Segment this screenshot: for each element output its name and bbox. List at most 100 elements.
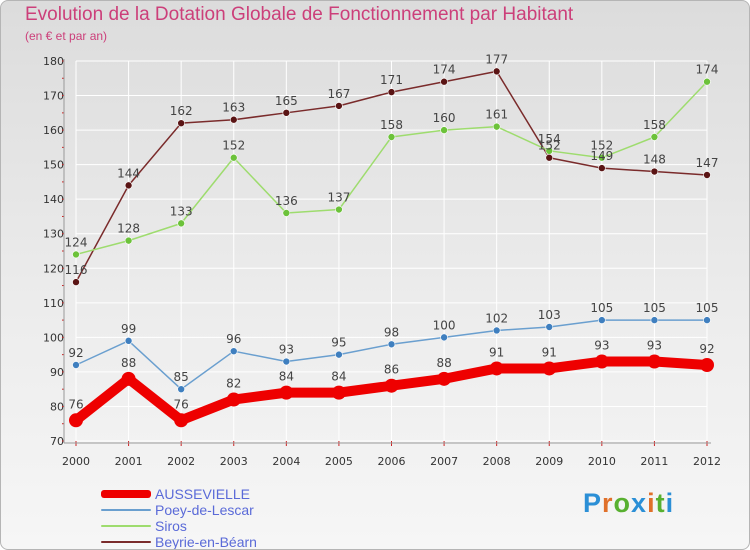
data-point [650, 167, 659, 176]
data-point [69, 413, 83, 428]
data-label: 149 [590, 149, 613, 163]
data-point [489, 361, 504, 376]
y-tick-label: 170 [43, 90, 64, 103]
data-label: 160 [433, 111, 456, 125]
data-label: 92 [699, 342, 714, 356]
data-label: 88 [436, 356, 451, 370]
legend-item: Siros [101, 518, 257, 534]
data-label: 177 [485, 52, 508, 66]
data-label: 174 [433, 63, 456, 77]
data-label: 152 [222, 139, 245, 153]
legend-item: Beyrie-en-Béarn [101, 534, 257, 550]
data-point [177, 119, 185, 127]
data-point [384, 378, 399, 393]
data-point [440, 126, 448, 134]
logo-letter: P [583, 488, 603, 518]
data-point [647, 354, 662, 369]
data-label: 95 [331, 336, 346, 350]
data-label: 152 [538, 139, 561, 153]
data-point [387, 133, 396, 141]
x-tick-label: 2003 [220, 455, 248, 468]
data-point [72, 278, 80, 286]
data-point [387, 88, 396, 96]
x-tick-label: 2012 [693, 455, 721, 468]
y-tick-label: 130 [43, 228, 64, 241]
data-label: 158 [643, 118, 666, 132]
data-label: 105 [590, 301, 613, 315]
data-point [177, 219, 185, 228]
legend-label: Poey-de-Lescar [155, 502, 254, 518]
logo-letter: i [665, 488, 675, 518]
data-point [174, 413, 189, 428]
data-point [700, 358, 714, 372]
legend-item: AUSSEVIELLE [101, 486, 257, 502]
x-tick-label: 2005 [325, 455, 353, 468]
data-point [177, 385, 185, 393]
data-point [387, 340, 396, 349]
data-label: 91 [489, 345, 504, 359]
data-label: 174 [696, 63, 719, 77]
y-tick-label: 90 [50, 366, 64, 379]
data-point [437, 371, 452, 386]
y-tick-label: 110 [43, 297, 64, 310]
x-tick-label: 2007 [430, 455, 458, 468]
data-point [545, 323, 554, 331]
legend-label: Beyrie-en-Béarn [155, 534, 257, 550]
data-label: 167 [327, 87, 350, 101]
x-tick-label: 2008 [483, 455, 511, 468]
data-point [492, 326, 501, 335]
y-tick-label: 180 [43, 55, 64, 68]
chart-title: Evolution de la Dotation Globale de Fonc… [25, 4, 574, 25]
logo-letter: r [602, 488, 614, 518]
data-label: 85 [174, 370, 189, 384]
x-tick-label: 2006 [378, 455, 406, 468]
data-point [542, 361, 557, 376]
data-label: 76 [68, 397, 83, 411]
data-label: 103 [538, 308, 561, 322]
data-point [703, 171, 711, 179]
x-tick-label: 2000 [62, 455, 90, 468]
data-label: 102 [485, 311, 508, 325]
data-label: 99 [121, 322, 136, 336]
chart-subtitle: (en € et par an) [25, 29, 108, 43]
data-label: 93 [279, 343, 294, 357]
data-point [282, 109, 291, 117]
data-label: 84 [331, 370, 346, 384]
data-label: 154 [538, 132, 561, 146]
data-label: 98 [384, 325, 399, 339]
data-label: 136 [275, 194, 298, 208]
data-label: 147 [696, 156, 719, 170]
legend-swatch [101, 490, 151, 498]
data-point [282, 357, 291, 366]
data-label: 91 [542, 345, 557, 359]
logo-letter: i [647, 488, 656, 518]
data-label: 105 [643, 301, 666, 315]
data-point [650, 316, 659, 324]
data-point [598, 164, 606, 172]
legend: AUSSEVIELLE Poey-de-Lescar Siros Beyrie-en-… [101, 486, 257, 550]
data-point [335, 350, 343, 359]
data-label: 93 [594, 339, 609, 353]
data-point [492, 67, 501, 76]
axes: 70 80 90 100 110 120 130 140 150 160 170 180 2000 200… [43, 55, 721, 468]
x-tick-label: 2001 [115, 455, 143, 468]
logo-letter: x [631, 488, 648, 518]
data-point [121, 371, 136, 386]
data-label: 128 [117, 222, 140, 236]
y-tick-label: 150 [43, 159, 64, 172]
data-point [335, 205, 343, 214]
data-label: 133 [170, 204, 193, 218]
data-label: 100 [433, 318, 456, 332]
data-label: 96 [226, 332, 241, 346]
data-point [440, 333, 448, 342]
legend-label: AUSSEVIELLE [155, 486, 250, 502]
proxiti-logo: Proxiti [583, 488, 674, 519]
data-point [72, 250, 80, 259]
data-label: 171 [380, 73, 403, 87]
x-tick-label: 2004 [272, 455, 300, 468]
legend-label: Siros [155, 518, 187, 534]
legend-swatch [101, 509, 151, 511]
legend-swatch [101, 541, 151, 543]
data-point [598, 153, 606, 162]
